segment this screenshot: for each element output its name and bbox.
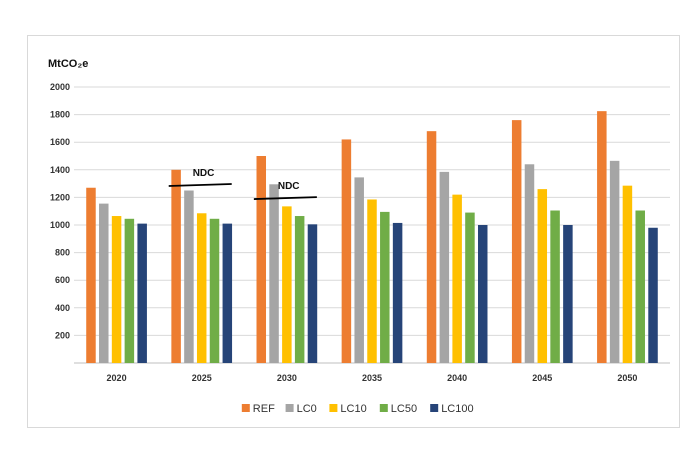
legend: REF LC0 LC10 LC50 LC100 <box>241 403 474 415</box>
legend-swatch-lc50 <box>379 404 388 412</box>
y-tick-label: 1400 <box>50 165 70 175</box>
y-tick-label: 600 <box>55 275 70 285</box>
legend-label-lc50: LC50 <box>391 403 417 415</box>
bar-lc10-2045 <box>537 189 548 363</box>
annotations: NDC NDC <box>168 168 317 200</box>
tick-labels: 200 400 600 800 1000 1200 1400 1600 1800 2000 2020… <box>50 82 637 383</box>
bar-lc100-2035 <box>392 222 403 363</box>
bar-lc0-2040 <box>439 171 450 363</box>
bar-chart: MtCO₂e 200400600800100012001400160018002… <box>48 58 670 415</box>
y-tick-label: 1600 <box>50 137 70 147</box>
bar-lc50-2050 <box>635 210 645 363</box>
bar-ref-2035 <box>341 139 352 363</box>
chart-frame: MtCO₂e 200 400 600 800 1000 1200 1400 1600 1800 2… <box>27 35 680 428</box>
bar-lc0-2030 <box>269 184 279 363</box>
y-tick-label: 1800 <box>50 110 70 120</box>
bar-lc10-2035 <box>367 199 377 363</box>
y-tick-label: 1200 <box>50 192 70 202</box>
legend-swatch-lc10 <box>329 404 338 412</box>
bar-lc10-2020 <box>111 216 122 363</box>
bar-lc0-2020 <box>99 203 109 363</box>
ndc-line <box>253 196 317 200</box>
bar-lc10-2030 <box>282 206 292 363</box>
bar-lc50-2025 <box>209 218 220 363</box>
bar-lc100-2025 <box>222 223 233 363</box>
y-axis-unit-label: MtCO₂e <box>48 58 88 70</box>
bar-lc50-2035 <box>380 211 390 363</box>
bar-lc0-2025 <box>184 190 194 363</box>
y-tick-label: 1000 <box>50 220 70 230</box>
ndc-label: NDC <box>278 181 300 192</box>
y-tick-label: 2000 <box>50 82 70 92</box>
bar-ref-2040 <box>426 131 437 363</box>
bar-lc50-2020 <box>124 218 135 363</box>
bar-lc0-2050 <box>609 160 620 363</box>
x-tick-label: 2035 <box>362 373 382 383</box>
x-tick-label: 2025 <box>192 373 212 383</box>
legend-swatch-lc0 <box>285 404 294 412</box>
x-tick-label: 2045 <box>532 373 552 383</box>
bar-lc50-2030 <box>294 216 305 363</box>
bar-lc100-2050 <box>648 227 658 363</box>
bar-ref-2030 <box>256 156 267 363</box>
bar-lc100-2020 <box>137 223 147 363</box>
bar-ref-2020 <box>86 187 96 363</box>
bar-lc100-2030 <box>307 224 318 363</box>
bar-lc100-2045 <box>563 225 573 363</box>
bar-lc0-2045 <box>524 164 535 363</box>
bar-ref-2045 <box>511 120 522 364</box>
bar-lc50-2040 <box>465 212 475 363</box>
legend-label-lc100: LC100 <box>441 403 473 415</box>
legend-label-lc0: LC0 <box>297 403 317 415</box>
bar-lc0-2035 <box>354 177 364 363</box>
bar-lc50-2045 <box>550 210 560 363</box>
bar-lc100-2040 <box>477 225 488 363</box>
x-tick-label: 2030 <box>277 373 297 383</box>
bar-lc10-2025 <box>196 213 207 363</box>
y-tick-label: 200 <box>55 330 70 340</box>
ndc-line <box>168 183 232 187</box>
y-tick-label: 800 <box>55 248 70 258</box>
legend-swatch-lc100 <box>430 404 439 412</box>
bar-lc10-2050 <box>622 185 633 363</box>
y-tick-label: 400 <box>55 303 70 313</box>
legend-swatch-ref <box>241 404 250 412</box>
bar-ref-2050 <box>597 111 607 364</box>
x-tick-label: 2050 <box>617 373 637 383</box>
legend-label-lc10: LC10 <box>340 403 366 415</box>
legend-label-ref: REF <box>253 403 275 415</box>
x-tick-label: 2040 <box>447 373 467 383</box>
ndc-label: NDC <box>193 168 215 179</box>
x-tick-label: 2020 <box>107 373 127 383</box>
bar-ref-2025 <box>171 169 181 363</box>
bars-group <box>86 111 658 364</box>
bar-lc10-2040 <box>452 194 462 363</box>
